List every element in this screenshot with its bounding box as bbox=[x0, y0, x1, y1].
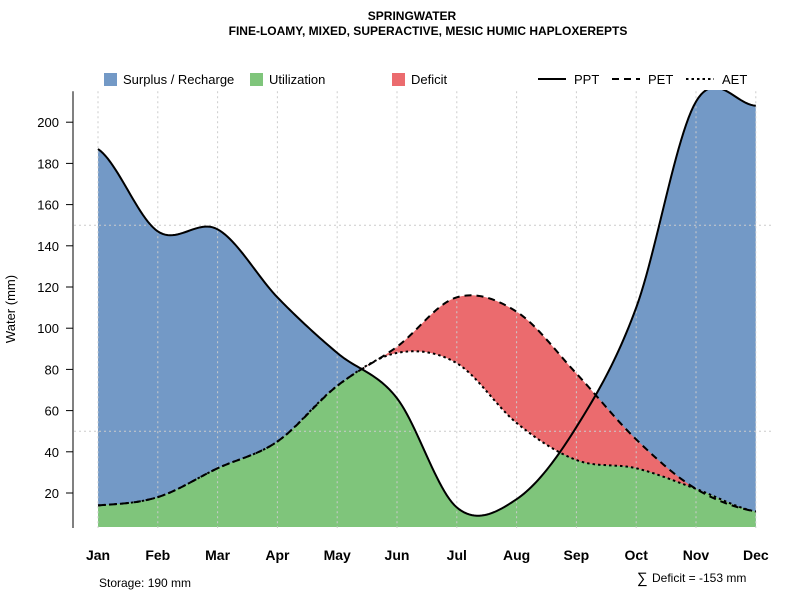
y-tick-label: 40 bbox=[45, 445, 59, 460]
legend-swatch bbox=[104, 73, 117, 86]
y-tick-label: 200 bbox=[37, 115, 59, 130]
y-tick-label: 140 bbox=[37, 239, 59, 254]
y-tick-label: 20 bbox=[45, 486, 59, 501]
y-tick-label: 80 bbox=[45, 362, 59, 377]
x-tick-label: Jul bbox=[447, 547, 467, 563]
utilization-area bbox=[98, 369, 756, 527]
line-layer bbox=[97, 90, 757, 517]
x-tick-label: Apr bbox=[265, 547, 290, 563]
chart-subtitle: FINE-LOAMY, MIXED, SUPERACTIVE, MESIC HU… bbox=[229, 24, 628, 38]
x-tick-label: Oct bbox=[625, 547, 649, 563]
legend: Surplus / Recharge Utilization Deficit PPT P… bbox=[104, 72, 747, 87]
legend-label: PPT bbox=[574, 72, 599, 87]
series-line-aet bbox=[97, 350, 757, 513]
legend-swatch bbox=[392, 73, 405, 86]
y-tick-label: 60 bbox=[45, 404, 59, 419]
legend-label: AET bbox=[722, 72, 747, 87]
y-tick-label: 180 bbox=[37, 156, 59, 171]
storage-note: Storage: 190 mm bbox=[99, 576, 191, 590]
x-tick-label: Nov bbox=[683, 547, 710, 563]
legend-label: Utilization bbox=[269, 72, 325, 87]
area-layer bbox=[98, 90, 756, 527]
y-axis-label: Water (mm) bbox=[3, 275, 18, 343]
series-line-pet bbox=[97, 294, 756, 513]
sum-symbol: ∑ bbox=[637, 570, 648, 587]
x-tick-label: Dec bbox=[743, 547, 769, 563]
x-tick-label: Jan bbox=[86, 547, 110, 563]
legend-swatch bbox=[250, 73, 263, 86]
series-line-ppt bbox=[97, 90, 756, 517]
deficit-note: Deficit = -153 mm bbox=[652, 571, 746, 585]
x-tick-label: May bbox=[324, 547, 351, 563]
legend-label: Deficit bbox=[411, 72, 448, 87]
x-tick-label: Mar bbox=[205, 547, 230, 563]
x-axis-ticks: Jan Feb Mar Apr May Jun Jul Aug Sep Oct Nov Dec bbox=[86, 547, 769, 563]
x-tick-label: Aug bbox=[503, 547, 530, 563]
chart-title: SPRINGWATER bbox=[368, 9, 457, 23]
legend-label: PET bbox=[648, 72, 673, 87]
y-axis-ticks: 20 40 60 80 100 120 140 160 180 200 bbox=[37, 115, 73, 501]
y-tick-label: 160 bbox=[37, 198, 59, 213]
grid-layer bbox=[74, 91, 774, 529]
x-tick-label: Jun bbox=[385, 547, 410, 563]
y-tick-label: 100 bbox=[37, 321, 59, 336]
legend-label: Surplus / Recharge bbox=[123, 72, 234, 87]
x-tick-label: Sep bbox=[564, 547, 590, 563]
deficit-area bbox=[98, 295, 756, 512]
y-tick-label: 120 bbox=[37, 280, 59, 295]
x-tick-label: Feb bbox=[145, 547, 170, 563]
